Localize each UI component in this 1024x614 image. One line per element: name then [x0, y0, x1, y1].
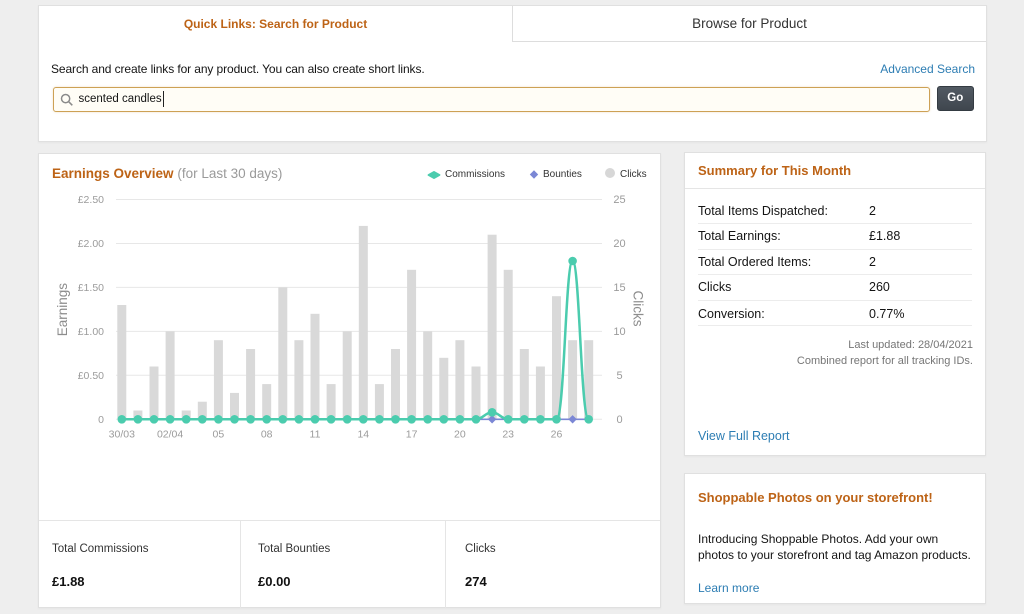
svg-text:10: 10 — [613, 326, 625, 338]
svg-text:20: 20 — [454, 429, 466, 441]
svg-text:£2.50: £2.50 — [78, 194, 104, 206]
svg-text:17: 17 — [406, 429, 418, 441]
svg-text:14: 14 — [357, 429, 369, 441]
svg-text:0: 0 — [98, 414, 104, 426]
svg-text:Clicks: Clicks — [631, 291, 646, 327]
svg-text:30/03: 30/03 — [109, 429, 135, 441]
svg-text:£1.50: £1.50 — [78, 282, 104, 294]
svg-text:11: 11 — [310, 429, 321, 441]
svg-text:26: 26 — [551, 429, 563, 441]
svg-text:08: 08 — [261, 429, 273, 441]
svg-text:0: 0 — [616, 414, 622, 426]
svg-text:£2.00: £2.00 — [78, 238, 104, 250]
svg-text:25: 25 — [613, 194, 625, 206]
svg-text:£0.50: £0.50 — [78, 370, 104, 382]
svg-text:05: 05 — [213, 429, 225, 441]
svg-text:23: 23 — [502, 429, 514, 441]
svg-text:5: 5 — [616, 370, 622, 382]
svg-text:15: 15 — [613, 282, 625, 294]
svg-text:02/04: 02/04 — [157, 429, 183, 441]
svg-text:20: 20 — [613, 238, 625, 250]
svg-text:Earnings: Earnings — [55, 283, 70, 337]
svg-text:£1.00: £1.00 — [78, 326, 104, 338]
